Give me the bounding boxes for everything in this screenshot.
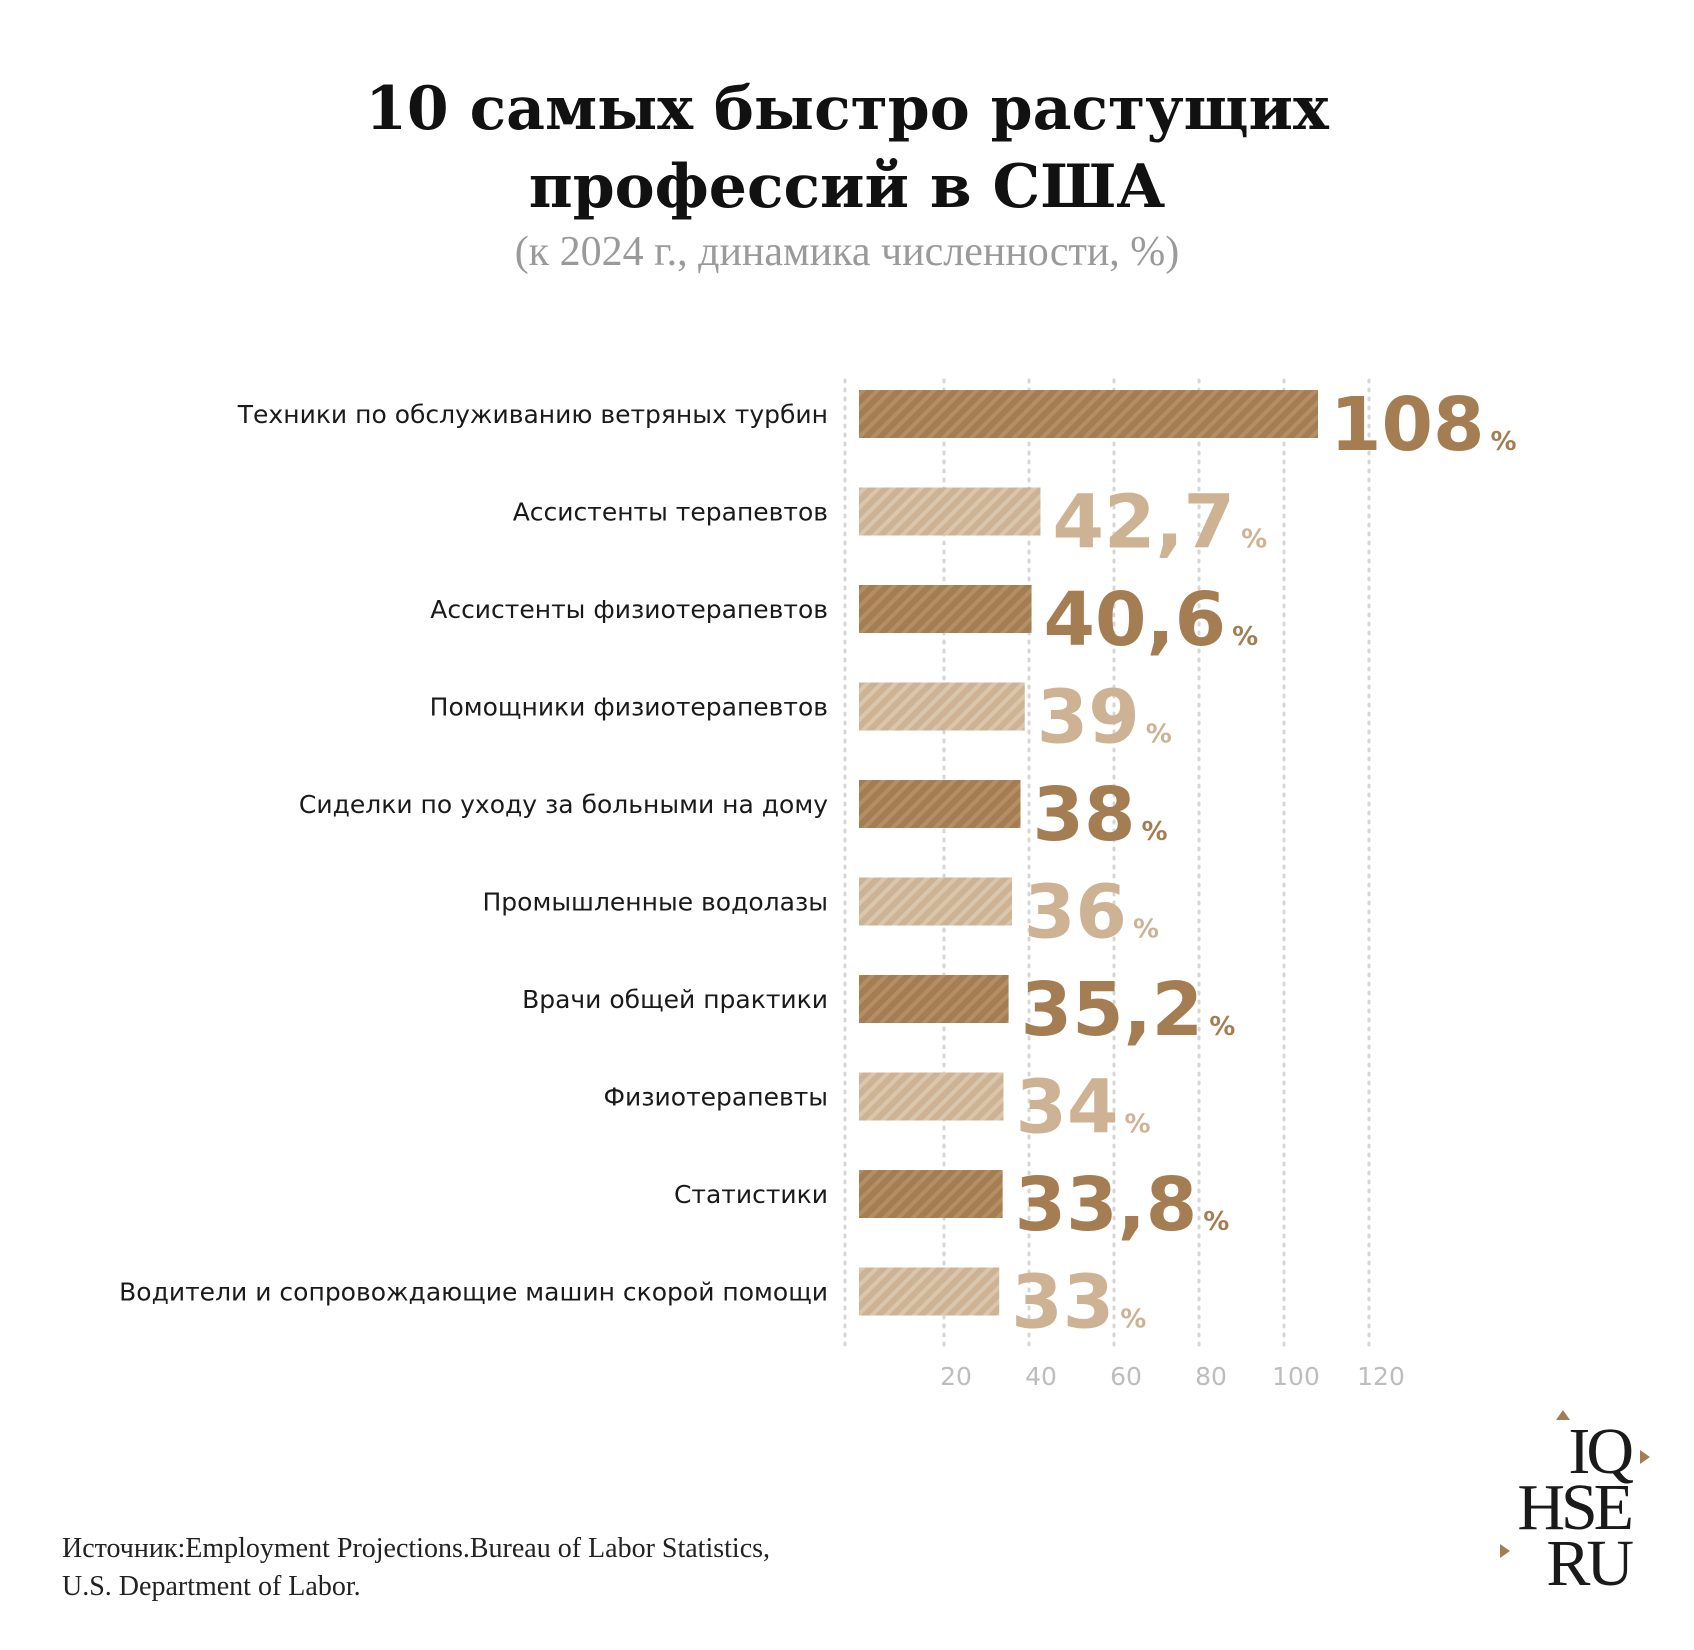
value-percent-sign: % bbox=[1133, 915, 1159, 945]
category-label: Сиделки по уходу за больными на дому bbox=[299, 790, 828, 819]
logo-line-ru: RU bbox=[1546, 1527, 1634, 1600]
bar-row: Сиделки по уходу за больными на дому 38% bbox=[299, 772, 1168, 858]
value-percent-sign: % bbox=[1241, 525, 1267, 555]
bar-row: Врачи общей практики 35,2% bbox=[522, 967, 1235, 1053]
chart-title: 10 самых быстро растущих профессий в США bbox=[0, 70, 1694, 226]
value-label: 33% bbox=[1011, 1260, 1146, 1346]
value-percent-sign: % bbox=[1209, 1012, 1235, 1042]
category-label: Промышленные водолазы bbox=[483, 888, 829, 917]
title-line-2: профессий в США bbox=[528, 152, 1166, 222]
x-tick-label: 20 bbox=[940, 1362, 972, 1391]
logo-line-hse: HSE bbox=[1517, 1471, 1634, 1544]
value-percent-sign: % bbox=[1490, 427, 1516, 457]
value-percent-sign: % bbox=[1124, 1110, 1150, 1140]
source-note: Источник:Employment Projections.Bureau o… bbox=[62, 1530, 962, 1606]
x-tick-label: 80 bbox=[1195, 1362, 1227, 1391]
value-percent-sign: % bbox=[1203, 1207, 1229, 1237]
value-label: 35,2% bbox=[1021, 967, 1236, 1053]
category-label: Статистики bbox=[674, 1180, 828, 1209]
value-percent-sign: % bbox=[1141, 817, 1167, 847]
bar bbox=[859, 682, 1025, 731]
category-label: Ассистенты физиотерапевтов bbox=[430, 595, 828, 624]
bar-row: Ассистенты физиотерапевтов 40,6% bbox=[430, 577, 1258, 663]
value-number: 33,8 bbox=[1015, 1162, 1198, 1248]
iq-hse-logo: IQ HSE RU bbox=[1480, 1410, 1660, 1600]
value-number: 33 bbox=[1011, 1260, 1114, 1346]
value-number: 35,2 bbox=[1021, 967, 1204, 1053]
bar-row: Статистики 33,8% bbox=[674, 1162, 1229, 1248]
bar bbox=[859, 585, 1032, 633]
value-label: 42,7% bbox=[1052, 480, 1267, 566]
bar bbox=[859, 877, 1012, 926]
category-label: Врачи общей практики bbox=[522, 985, 828, 1014]
value-percent-sign: % bbox=[1146, 720, 1172, 750]
x-tick-label: 40 bbox=[1025, 1362, 1057, 1391]
logo-triangle-right-icon bbox=[1640, 1450, 1650, 1464]
x-tick-label: 100 bbox=[1272, 1362, 1320, 1391]
bar bbox=[859, 390, 1318, 438]
value-label: 38% bbox=[1033, 772, 1168, 858]
value-number: 42,7 bbox=[1052, 480, 1235, 566]
bar-row: Ассистенты терапевтов 42,7% bbox=[513, 480, 1267, 566]
logo-triangle-up-icon bbox=[1556, 1410, 1570, 1420]
logo-line-iq: IQ bbox=[1568, 1415, 1634, 1488]
bar-row: Водители и сопровождающие машин скорой п… bbox=[119, 1260, 1146, 1346]
x-tick-label: 120 bbox=[1357, 1362, 1405, 1391]
logo-triangle-left-icon bbox=[1500, 1544, 1510, 1558]
category-label: Ассистенты терапевтов bbox=[513, 498, 828, 527]
value-percent-sign: % bbox=[1120, 1305, 1146, 1335]
value-number: 39 bbox=[1037, 675, 1140, 761]
value-label: 39% bbox=[1037, 675, 1172, 761]
source-line-1: Источник:Employment Projections.Bureau o… bbox=[62, 1533, 771, 1564]
bar-row: Физиотерапевты 34% bbox=[604, 1065, 1151, 1151]
bar-row: Техники по обслуживанию ветряных турбин 1… bbox=[237, 382, 1517, 468]
x-tick-label: 60 bbox=[1110, 1362, 1142, 1391]
bar bbox=[859, 975, 1009, 1023]
bar bbox=[859, 487, 1041, 536]
category-label: Физиотерапевты bbox=[604, 1083, 829, 1112]
value-label: 34% bbox=[1016, 1065, 1151, 1151]
value-number: 34 bbox=[1016, 1065, 1119, 1151]
value-number: 38 bbox=[1033, 772, 1136, 858]
bar bbox=[859, 1267, 1000, 1316]
value-number: 40,6 bbox=[1044, 577, 1227, 663]
value-percent-sign: % bbox=[1232, 622, 1258, 652]
value-number: 108 bbox=[1330, 382, 1484, 468]
value-label: 36% bbox=[1024, 870, 1159, 956]
source-line-2: U.S. Department of Labor. bbox=[62, 1571, 361, 1602]
chart-subtitle: (к 2024 г., динамика численности, %) bbox=[514, 229, 1180, 275]
bar-row: Помощники физиотерапевтов 39% bbox=[430, 675, 1172, 761]
title-line-1: 10 самых быстро растущих bbox=[365, 74, 1329, 144]
category-label: Помощники физиотерапевтов bbox=[430, 693, 828, 722]
value-number: 36 bbox=[1024, 870, 1127, 956]
category-label: Техники по обслуживанию ветряных турбин bbox=[237, 400, 828, 429]
value-label: 33,8% bbox=[1015, 1162, 1230, 1248]
bar bbox=[859, 1170, 1003, 1218]
value-label: 108% bbox=[1330, 382, 1517, 468]
bar bbox=[859, 780, 1021, 828]
bar-chart: Техники по обслуживанию ветряных турбин 1… bbox=[119, 378, 1517, 1391]
value-label: 40,6% bbox=[1044, 577, 1259, 663]
bar bbox=[859, 1072, 1004, 1121]
category-label: Водители и сопровождающие машин скорой п… bbox=[119, 1278, 828, 1307]
bar-row: Промышленные водолазы 36% bbox=[483, 870, 1160, 956]
